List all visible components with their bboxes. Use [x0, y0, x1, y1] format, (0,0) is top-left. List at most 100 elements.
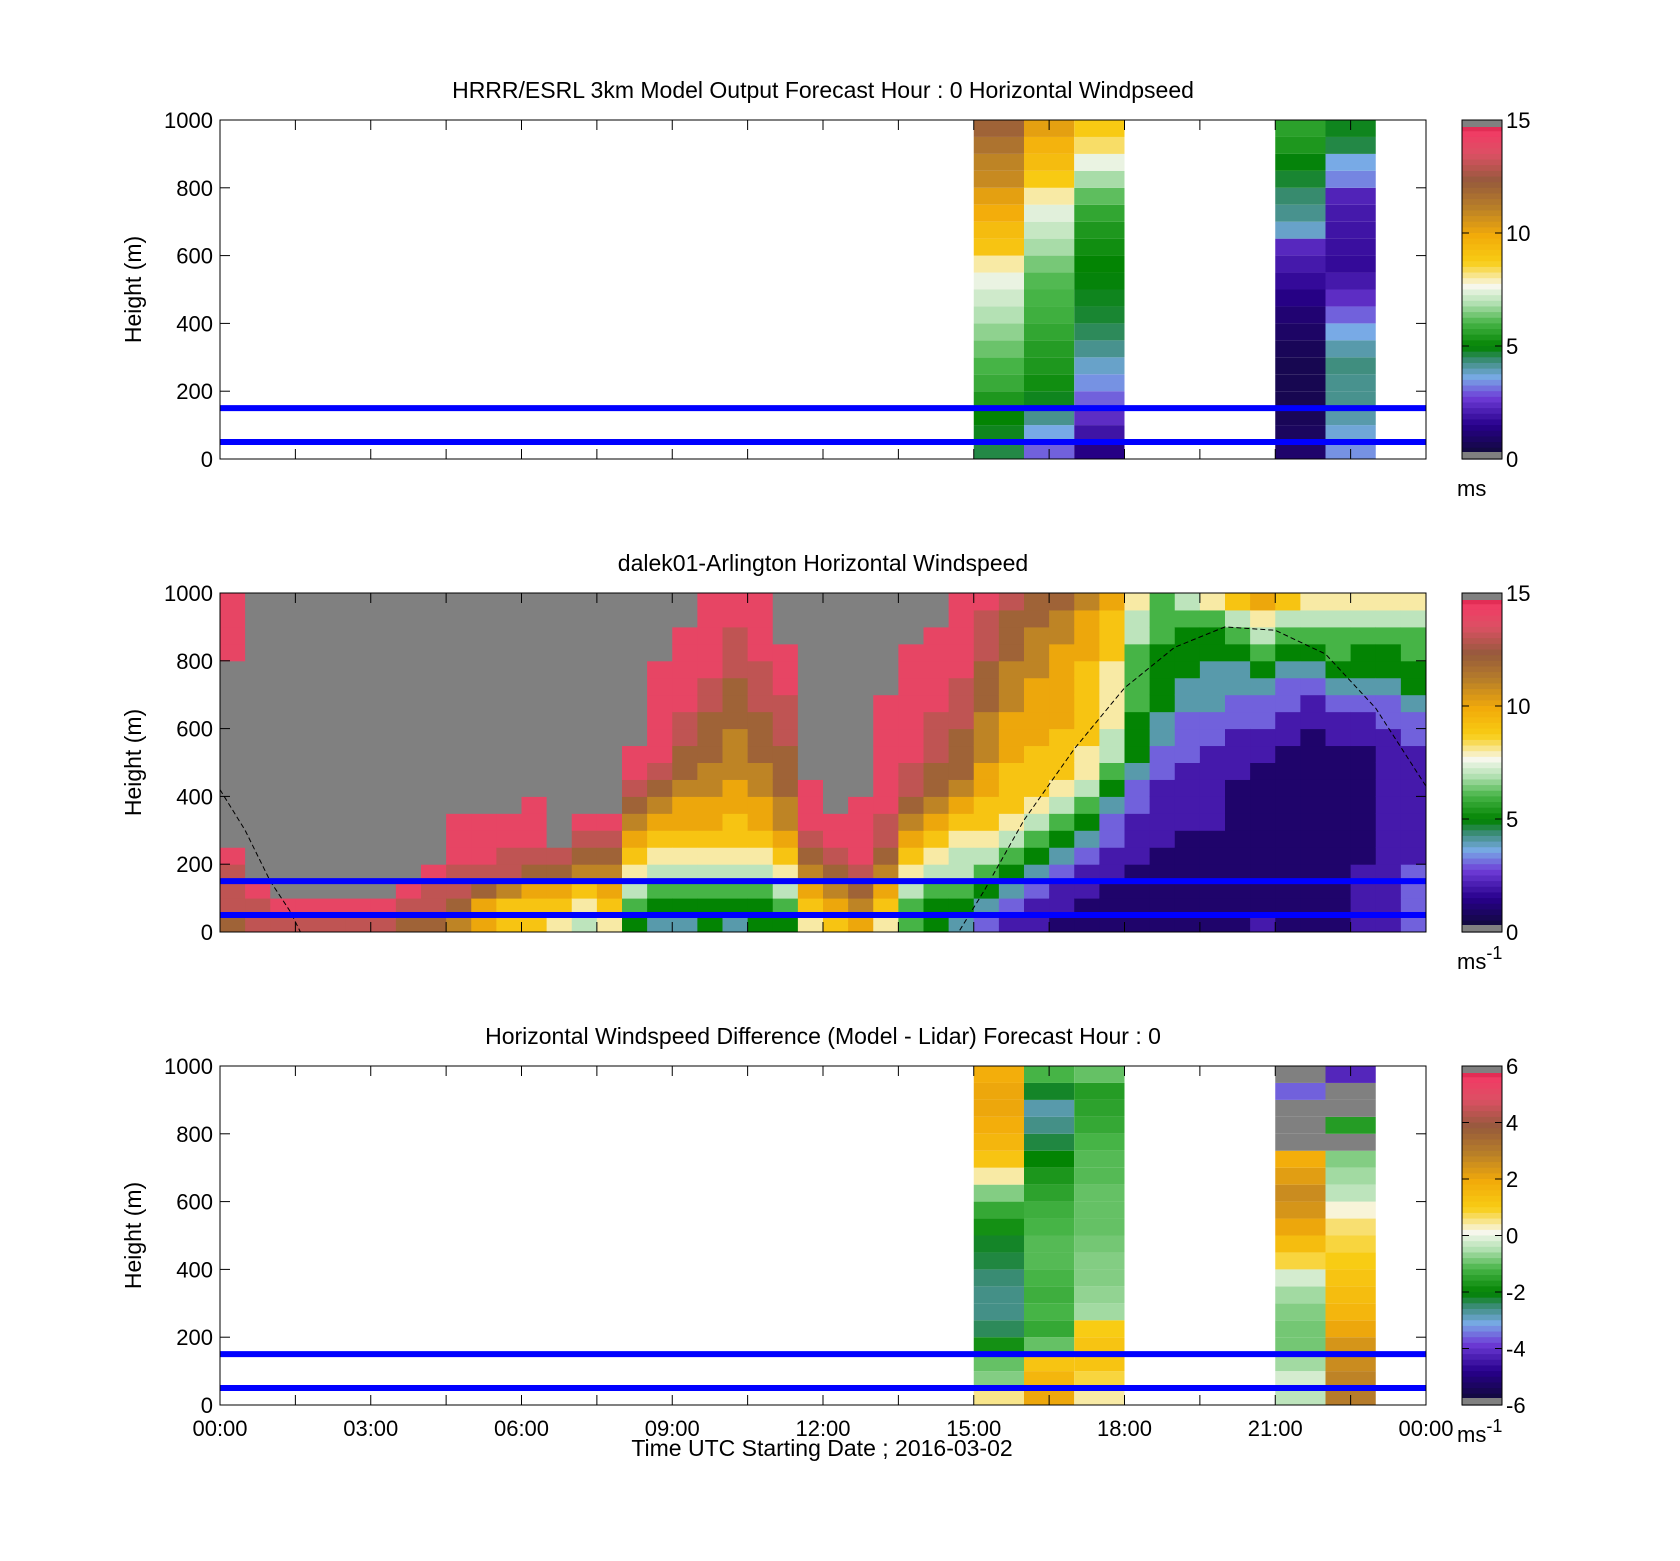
heatmap-cell: [320, 609, 347, 628]
heatmap-cell: [1250, 609, 1276, 628]
heatmap-cell: [1074, 289, 1125, 307]
heatmap-cell: [848, 677, 874, 696]
heatmap-cell: [797, 813, 824, 831]
heatmap-cell: [295, 898, 321, 916]
heatmap-cell: [1375, 813, 1402, 831]
heatmap-cell: [1225, 847, 1251, 865]
colorbar-swatch: [1462, 1354, 1502, 1361]
heatmap-cell: [471, 677, 497, 696]
heatmap-cell: [1275, 847, 1301, 865]
heatmap-cell: [1250, 677, 1276, 696]
heatmap-cell: [973, 1320, 1024, 1338]
heatmap-cell: [1400, 626, 1427, 645]
heatmap-cell: [1225, 660, 1251, 679]
heatmap-cell: [1124, 762, 1151, 780]
heatmap-cell: [973, 1303, 1024, 1321]
heatmap-cell: [446, 864, 472, 882]
heatmap-cell: [1275, 289, 1326, 307]
heatmap-cell: [571, 745, 598, 763]
heatmap-cell: [772, 728, 799, 747]
heatmap-cell: [1049, 813, 1075, 831]
heatmap-cell: [521, 728, 548, 747]
heatmap-cell: [973, 1388, 1024, 1405]
heatmap-cell: [898, 728, 924, 747]
heatmap-cell: [421, 745, 447, 763]
heatmap-cell: [848, 643, 874, 662]
heatmap-cell: [747, 898, 774, 916]
colorbar-swatch: [1462, 255, 1502, 262]
heatmap-cell: [421, 864, 447, 882]
colorbar-swatch: [1462, 1269, 1502, 1276]
heatmap-cell: [697, 915, 723, 933]
heatmap-cell: [923, 830, 950, 848]
heatmap-cell: [973, 442, 1024, 459]
heatmap-cell: [1275, 728, 1301, 747]
heatmap-cell: [596, 762, 623, 780]
heatmap-cell: [1024, 779, 1050, 797]
heatmap-cell: [1325, 643, 1352, 662]
heatmap-cell: [1074, 374, 1125, 392]
heatmap-cell: [496, 915, 522, 933]
heatmap-cell: [1049, 796, 1075, 814]
heatmap-cell: [1225, 593, 1251, 611]
heatmap-cell: [471, 796, 497, 814]
heatmap-cell: [270, 864, 296, 882]
colorbar-swatch: [1462, 272, 1502, 279]
heatmap-cell: [873, 593, 899, 611]
heatmap-cell: [1250, 762, 1276, 780]
heatmap-cell: [797, 711, 824, 730]
heatmap-cell: [1300, 643, 1326, 662]
heatmap-cell: [1300, 728, 1326, 747]
colorbar-swatch: [1462, 683, 1502, 690]
heatmap-cell: [1325, 796, 1352, 814]
colorbar-swatch: [1462, 193, 1502, 200]
heatmap-cell: [571, 711, 598, 730]
colorbar-tick-label: -4: [1506, 1337, 1526, 1362]
colorbar-swatch: [1462, 841, 1502, 848]
heatmap-cell: [1074, 136, 1125, 154]
heatmap-cell: [1400, 609, 1427, 628]
heatmap-cell: [1049, 728, 1075, 747]
heatmap-cell: [973, 915, 1000, 933]
colorbar-tick-label: 15: [1506, 108, 1530, 133]
heatmap-cell: [370, 660, 397, 679]
heatmap-cell: [546, 813, 573, 831]
heatmap-cell: [1024, 391, 1075, 409]
colorbar: -6 -4 -2 0 2 4 6 ms-1: [1457, 1054, 1526, 1447]
heatmap-cell: [973, 255, 1024, 273]
heatmap-cell: [672, 694, 698, 713]
heatmap-cell: [973, 1269, 1024, 1287]
heatmap-cell: [697, 898, 723, 916]
heatmap-cell: [898, 898, 924, 916]
colorbar-swatch: [1462, 864, 1502, 871]
heatmap-cell: [1300, 813, 1326, 831]
colorbar-swatch: [1462, 881, 1502, 888]
heatmap-cell: [973, 170, 1024, 188]
heatmap-cell: [823, 694, 849, 713]
heatmap-cell: [1074, 1320, 1125, 1338]
heatmap-cell: [672, 609, 698, 628]
colorbar-swatch: [1462, 402, 1502, 409]
heatmap-cell: [395, 660, 422, 679]
heatmap-cell: [1325, 779, 1352, 797]
heatmap-cell: [446, 813, 472, 831]
heatmap-cell: [1275, 1167, 1326, 1185]
heatmap-cell: [496, 728, 522, 747]
heatmap-cell: [923, 915, 950, 933]
heatmap-cell: [1024, 898, 1050, 916]
heatmap-cell: [471, 881, 497, 899]
heatmap-cell: [220, 609, 246, 628]
heatmap-cell: [772, 779, 799, 797]
heatmap-cell: [823, 762, 849, 780]
heatmap-cell: [521, 779, 548, 797]
heatmap-cell: [1099, 626, 1125, 645]
heatmap-cell: [973, 1133, 1024, 1151]
heatmap-cell: [521, 881, 548, 899]
colorbar-swatch: [1462, 694, 1502, 701]
heatmap-cell: [270, 711, 296, 730]
heatmap-cell: [1325, 728, 1352, 747]
colorbar-swatch: [1462, 1128, 1502, 1135]
heatmap-cell: [1199, 915, 1226, 933]
heatmap-cell: [647, 813, 673, 831]
heatmap-cell: [421, 711, 447, 730]
